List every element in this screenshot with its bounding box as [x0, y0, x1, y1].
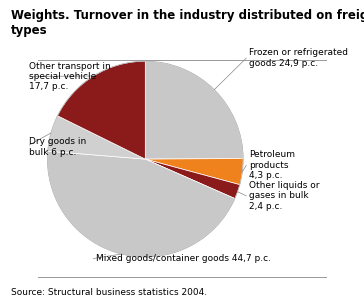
Wedge shape — [145, 159, 243, 185]
Text: Other liquids or
gases in bulk
2,4 p.c.: Other liquids or gases in bulk 2,4 p.c. — [249, 181, 320, 211]
Wedge shape — [58, 61, 145, 159]
Wedge shape — [145, 61, 243, 159]
Text: Other transport in
special vehicle
17,7 p.c.: Other transport in special vehicle 17,7 … — [29, 62, 111, 91]
Text: Frozen or refrigerated
goods 24,9 p.c.: Frozen or refrigerated goods 24,9 p.c. — [249, 48, 348, 68]
Text: Dry goods in
bulk 6 p.c.: Dry goods in bulk 6 p.c. — [29, 137, 86, 157]
Wedge shape — [145, 159, 240, 199]
Text: Source: Structural business statistics 2004.: Source: Structural business statistics 2… — [11, 288, 207, 297]
Text: Petroleum
products
4,3 p.c.: Petroleum products 4,3 p.c. — [249, 150, 295, 180]
Wedge shape — [48, 116, 145, 159]
Wedge shape — [47, 151, 235, 257]
Text: Weights. Turnover in the industry distributed on freight
types: Weights. Turnover in the industry distri… — [11, 9, 364, 37]
Text: Mixed goods/container goods 44,7 p.c.: Mixed goods/container goods 44,7 p.c. — [96, 254, 271, 263]
